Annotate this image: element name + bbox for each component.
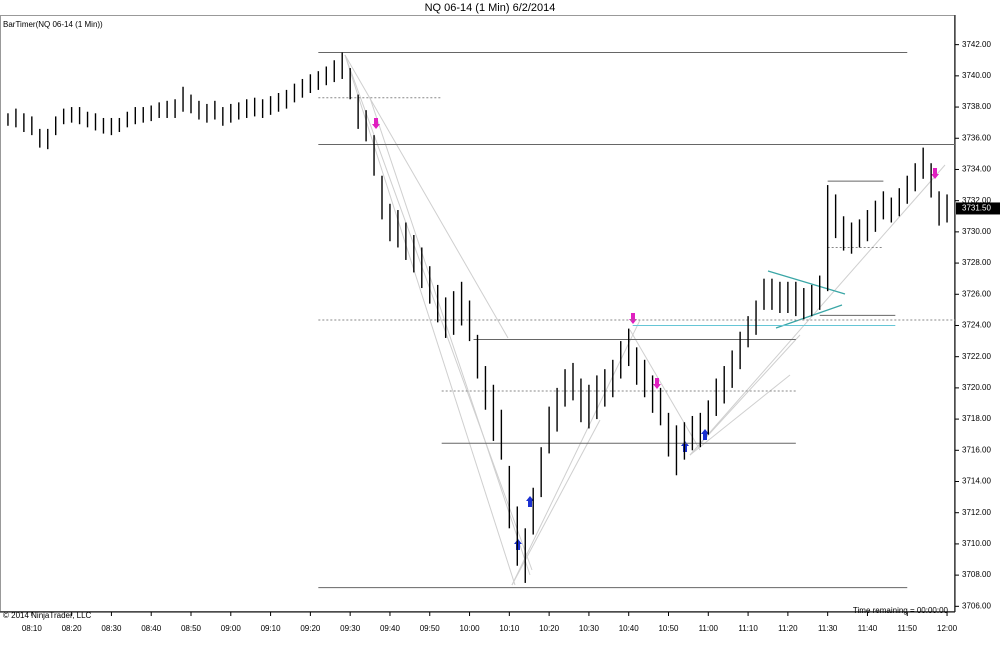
fan-line: [344, 54, 509, 339]
x-tick-label: 09:40: [380, 624, 401, 633]
fan-line: [369, 97, 531, 576]
x-tick-label: 10:00: [460, 624, 481, 633]
y-tick-label: 3712.00: [962, 508, 991, 517]
fan-line: [511, 319, 641, 586]
y-tick-label: 3736.00: [962, 133, 991, 142]
y-tick-label: 3722.00: [962, 352, 991, 361]
y-tick-label: 3720.00: [962, 383, 991, 392]
y-tick-label: 3710.00: [962, 539, 991, 548]
last-price-label: 3731.50: [962, 204, 991, 213]
x-tick-label: 12:00: [937, 624, 958, 633]
sell-arrow: [653, 378, 661, 389]
fan-line: [629, 329, 701, 451]
triangle-line: [775, 304, 843, 329]
last-price-box: [956, 202, 1000, 215]
x-tick-label: 08:10: [22, 624, 43, 633]
x-tick-label: 09:00: [221, 624, 242, 633]
fan-line: [344, 54, 516, 586]
fan-line: [689, 164, 946, 456]
chart-title: NQ 06-14 (1 Min) 6/2/2014: [425, 2, 556, 14]
sell-arrow: [931, 168, 939, 179]
y-tick-label: 3728.00: [962, 258, 991, 267]
timer-text: Time remaining = 00:00:00: [853, 606, 949, 615]
x-tick-label: 09:20: [300, 624, 321, 633]
fan-line: [689, 374, 791, 456]
x-tick-label: 10:50: [658, 624, 679, 633]
x-tick-label: 08:20: [62, 624, 83, 633]
trend-lines: [344, 54, 946, 586]
x-tick-label: 11:20: [778, 624, 798, 633]
buy-arrow: [701, 429, 709, 440]
x-tick-label: 11:40: [858, 624, 878, 633]
x-tick-label: 09:30: [340, 624, 361, 633]
triangle-line: [767, 270, 846, 295]
buy-arrow: [514, 539, 522, 550]
copyright: © 2014 NinjaTrader, LLC: [3, 611, 92, 620]
y-tick-label: 3734.00: [962, 165, 991, 174]
y-tick-label: 3730.00: [962, 227, 991, 236]
x-tick-label: 10:30: [579, 624, 600, 633]
x-tick-label: 08:30: [101, 624, 122, 633]
y-tick-label: 3724.00: [962, 321, 991, 330]
y-tick-label: 3708.00: [962, 570, 991, 579]
x-tick-label: 10:40: [619, 624, 640, 633]
buy-arrow: [526, 496, 534, 507]
x-tick-label: 11:00: [699, 624, 719, 633]
y-tick-label: 3742.00: [962, 40, 991, 49]
x-tick-label: 08:40: [141, 624, 162, 633]
x-tick-label: 10:10: [499, 624, 520, 633]
x-tick-label: 11:50: [898, 624, 918, 633]
y-tick-label: 3738.00: [962, 102, 991, 111]
fan-line: [689, 334, 801, 456]
y-tick-label: 3732.00: [962, 196, 991, 205]
fan-line: [344, 54, 533, 571]
indicator-label: BarTimer(NQ 06-14 (1 Min)): [3, 20, 103, 29]
x-tick-label: 09:10: [261, 624, 282, 633]
y-tick-label: 3718.00: [962, 414, 991, 423]
x-tick-label: 11:10: [738, 624, 758, 633]
x-tick-label: 10:20: [539, 624, 560, 633]
y-tick-label: 3740.00: [962, 71, 991, 80]
y-tick-label: 3706.00: [962, 601, 991, 610]
x-tick-label: 09:50: [420, 624, 441, 633]
y-tick-label: 3716.00: [962, 445, 991, 454]
x-tick-label: 11:30: [818, 624, 838, 633]
fan-line: [511, 419, 601, 586]
y-tick-label: 3714.00: [962, 477, 991, 486]
sell-arrow: [372, 118, 380, 129]
y-tick-label: 3726.00: [962, 289, 991, 298]
x-tick-label: 08:50: [181, 624, 202, 633]
sell-arrow: [629, 313, 637, 324]
